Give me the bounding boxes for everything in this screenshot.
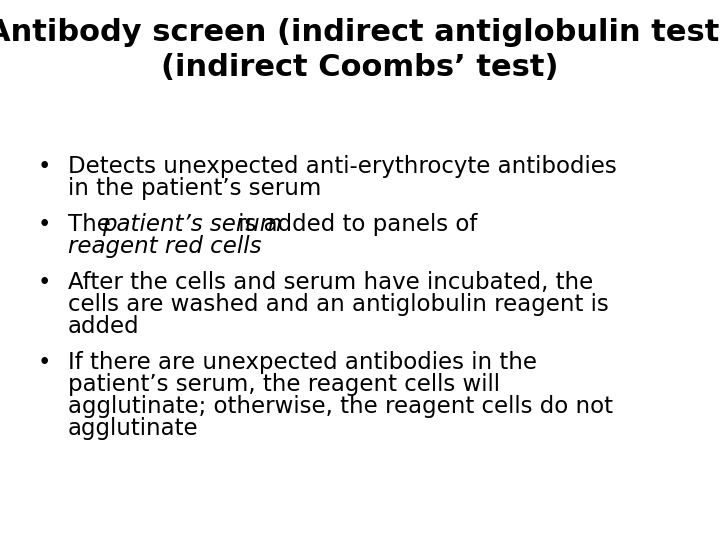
Text: •: • [38,271,51,294]
Text: After the cells and serum have incubated, the: After the cells and serum have incubated… [68,271,593,294]
Text: agglutinate: agglutinate [68,417,199,440]
Text: •: • [38,213,51,236]
Text: patient’s serum, the reagent cells will: patient’s serum, the reagent cells will [68,373,500,396]
Text: •: • [38,351,51,374]
Text: reagent red cells: reagent red cells [68,235,261,258]
Text: is added to panels of: is added to panels of [231,213,477,236]
Text: Detects unexpected anti-erythrocyte antibodies: Detects unexpected anti-erythrocyte anti… [68,155,617,178]
Text: If there are unexpected antibodies in the: If there are unexpected antibodies in th… [68,351,537,374]
Text: agglutinate; otherwise, the reagent cells do not: agglutinate; otherwise, the reagent cell… [68,395,613,418]
Text: added: added [68,315,140,338]
Text: The: The [68,213,118,236]
Text: •: • [38,155,51,178]
Text: in the patient’s serum: in the patient’s serum [68,177,321,200]
Text: patient’s serum: patient’s serum [102,213,282,236]
Text: cells are washed and an antiglobulin reagent is: cells are washed and an antiglobulin rea… [68,293,608,316]
Text: Antibody screen (indirect antiglobulin test)
(indirect Coombs’ test): Antibody screen (indirect antiglobulin t… [0,18,720,82]
